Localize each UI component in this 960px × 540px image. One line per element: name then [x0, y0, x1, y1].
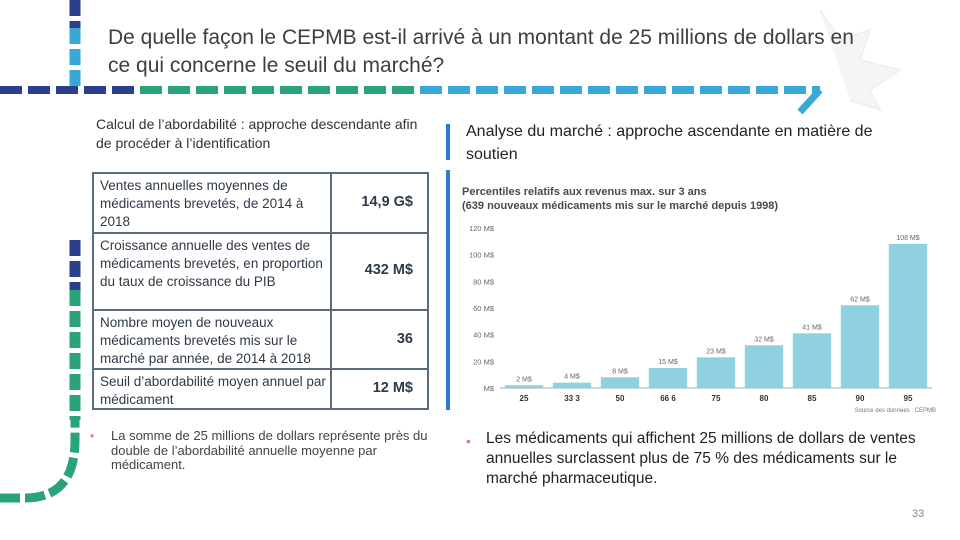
x-tick-label: 85: [808, 394, 817, 403]
bar: [888, 244, 928, 388]
bar: [792, 333, 832, 388]
bar-value-label: 108 M$: [896, 235, 919, 242]
bar-value-label: 2 M$: [516, 376, 532, 383]
bar-value-label: 4 M$: [564, 374, 580, 381]
y-tick-label: 100 M$: [469, 251, 495, 260]
table-row: Nombre moyen de nouveaux médicaments bre…: [94, 311, 427, 370]
bar: [504, 385, 544, 388]
row-label: Seuil d’abordabilité moyen annuel par mé…: [100, 374, 326, 407]
table-divider: [330, 174, 332, 408]
x-tick-label: 33 3: [564, 394, 580, 403]
row-label: Ventes annuelles moyennes de médicaments…: [100, 178, 304, 229]
x-tick-label: 75: [712, 394, 721, 403]
bar: [600, 377, 640, 388]
bullet-dot-icon: •: [90, 429, 95, 443]
bar-value-label: 41 M$: [802, 324, 822, 331]
bullet-dot-icon: •: [466, 433, 471, 449]
row-value: 12 M$: [372, 380, 413, 396]
x-tick-label: 90: [856, 394, 865, 403]
y-tick-label: 20 M$: [473, 357, 495, 366]
bar-value-label: 32 M$: [754, 336, 774, 343]
page-number: 33: [912, 508, 925, 520]
bar: [744, 345, 784, 388]
bar: [648, 368, 688, 388]
slide-title: De quelle façon le CEPMB est-il arrivé à…: [108, 26, 854, 77]
left-bullet-text: La somme de 25 millions de dollars repré…: [111, 428, 428, 472]
affordability-table: Ventes annuelles moyennes de médicaments…: [92, 172, 429, 410]
row-value: 14,9 G$: [361, 194, 413, 210]
y-tick-label: 80 M$: [473, 277, 495, 286]
chart-source: Source des données : CEPMB: [855, 408, 936, 414]
bar: [552, 382, 592, 388]
bar-value-label: 15 M$: [658, 359, 678, 366]
bar-value-label: 62 M$: [850, 296, 870, 303]
percentile-bar-chart: M$ 20 M$ 40 M$ 60 M$ 80 M$ 100 M$ 120 M$ 2 M$ 25…: [469, 224, 936, 414]
y-tick-label: M$: [484, 384, 495, 393]
bar: [696, 357, 736, 388]
row-value: 432 M$: [364, 262, 413, 278]
y-tick-label: 40 M$: [473, 331, 495, 340]
row-label: Croissance annuelle des ventes de médica…: [100, 238, 323, 289]
right-heading: Analyse du marché : approche ascendante …: [466, 123, 873, 163]
y-tick-label: 120 M$: [469, 224, 495, 233]
x-tick-label: 50: [616, 394, 625, 403]
row-value: 36: [396, 331, 413, 347]
right-bullet-text: Les médicaments qui affichent 25 million…: [486, 430, 916, 487]
x-tick-label: 80: [760, 394, 769, 403]
table-row: Ventes annuelles moyennes de médicaments…: [94, 174, 427, 234]
chart-subtitle: (639 nouveaux médicaments mis sur le mar…: [462, 200, 779, 212]
table-row: Seuil d’abordabilité moyen annuel par mé…: [94, 370, 427, 408]
chart-title: Percentiles relatifs aux revenus max. su…: [462, 185, 902, 213]
left-heading: Calcul de l’abordabilité : approche desc…: [96, 116, 418, 151]
x-tick-label: 25: [520, 394, 529, 403]
x-tick-label: 95: [904, 394, 913, 403]
bar-value-label: 8 M$: [612, 368, 628, 375]
bar: [840, 305, 880, 388]
row-label: Nombre moyen de nouveaux médicaments bre…: [100, 315, 311, 366]
x-tick-label: 66 6: [660, 394, 676, 403]
chart-title-line1: Percentiles relatifs aux revenus max. su…: [462, 186, 707, 198]
table-row: Croissance annuelle des ventes de médica…: [94, 234, 427, 311]
bar-value-label: 23 M$: [706, 348, 726, 355]
chart-accent-bar: [446, 170, 450, 410]
heading-accent-bar: [446, 124, 450, 160]
y-tick-label: 60 M$: [473, 304, 495, 313]
